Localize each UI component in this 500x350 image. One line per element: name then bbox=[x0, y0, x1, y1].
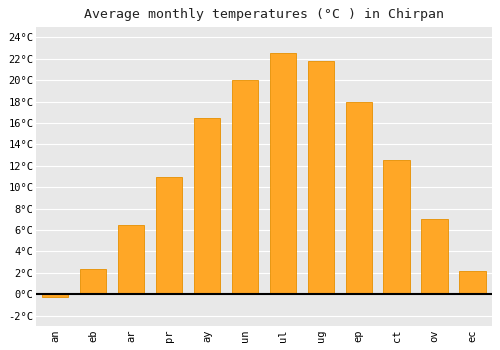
Bar bbox=[384, 160, 410, 294]
Bar bbox=[422, 219, 448, 294]
Bar bbox=[460, 271, 486, 294]
Bar bbox=[42, 294, 68, 297]
Bar bbox=[156, 176, 182, 294]
Bar bbox=[308, 61, 334, 294]
Bar bbox=[270, 54, 296, 294]
Bar bbox=[194, 118, 220, 294]
Bar bbox=[80, 268, 106, 294]
Bar bbox=[232, 80, 258, 294]
Bar bbox=[118, 225, 144, 294]
Bar bbox=[346, 102, 372, 294]
Title: Average monthly temperatures (°C ) in Chirpan: Average monthly temperatures (°C ) in Ch… bbox=[84, 8, 444, 21]
